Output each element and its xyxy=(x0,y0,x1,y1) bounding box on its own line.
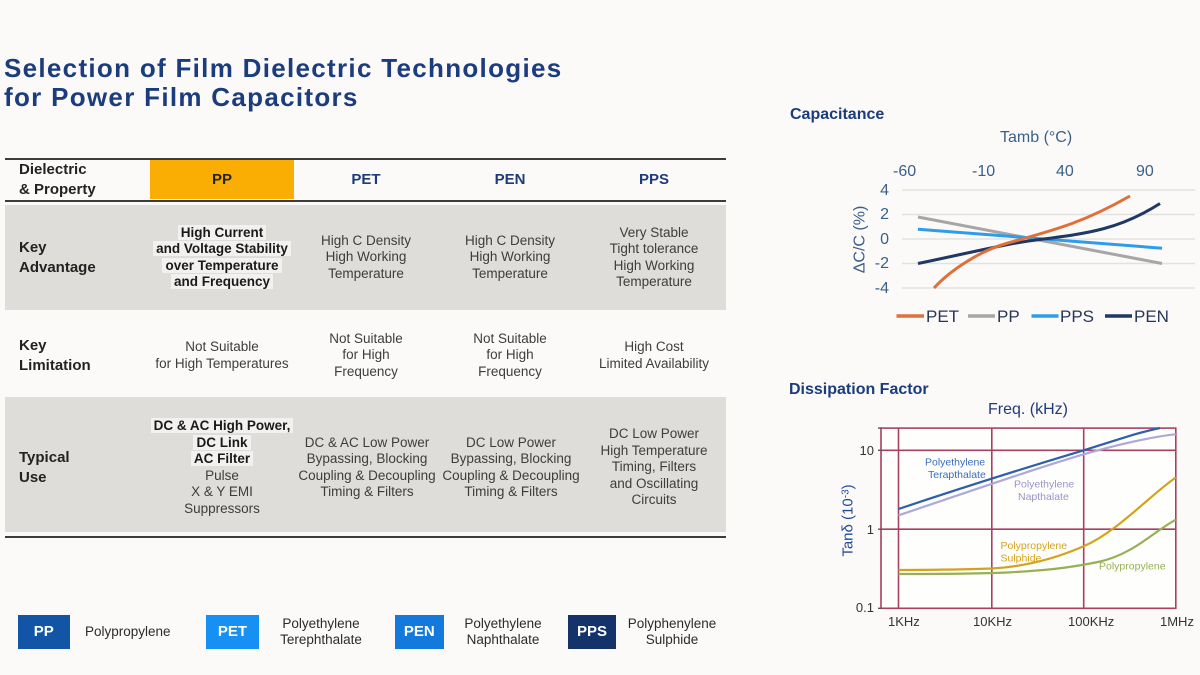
svg-text:PEN: PEN xyxy=(1134,307,1169,326)
svg-text:Polypropylene: Polypropylene xyxy=(1001,540,1068,552)
svg-text:Sulphide: Sulphide xyxy=(1001,553,1042,565)
svg-text:Polypropylene: Polypropylene xyxy=(1099,561,1166,573)
svg-text:Terapthalate: Terapthalate xyxy=(928,469,986,481)
svg-text:Polyethylene: Polyethylene xyxy=(925,457,985,469)
svg-text:PET: PET xyxy=(926,307,959,326)
svg-text:Polyethylene: Polyethylene xyxy=(1014,479,1074,491)
svg-text:Napthalate: Napthalate xyxy=(1018,491,1069,503)
svg-text:PPS: PPS xyxy=(1060,307,1094,326)
svg-text:PP: PP xyxy=(997,307,1020,326)
